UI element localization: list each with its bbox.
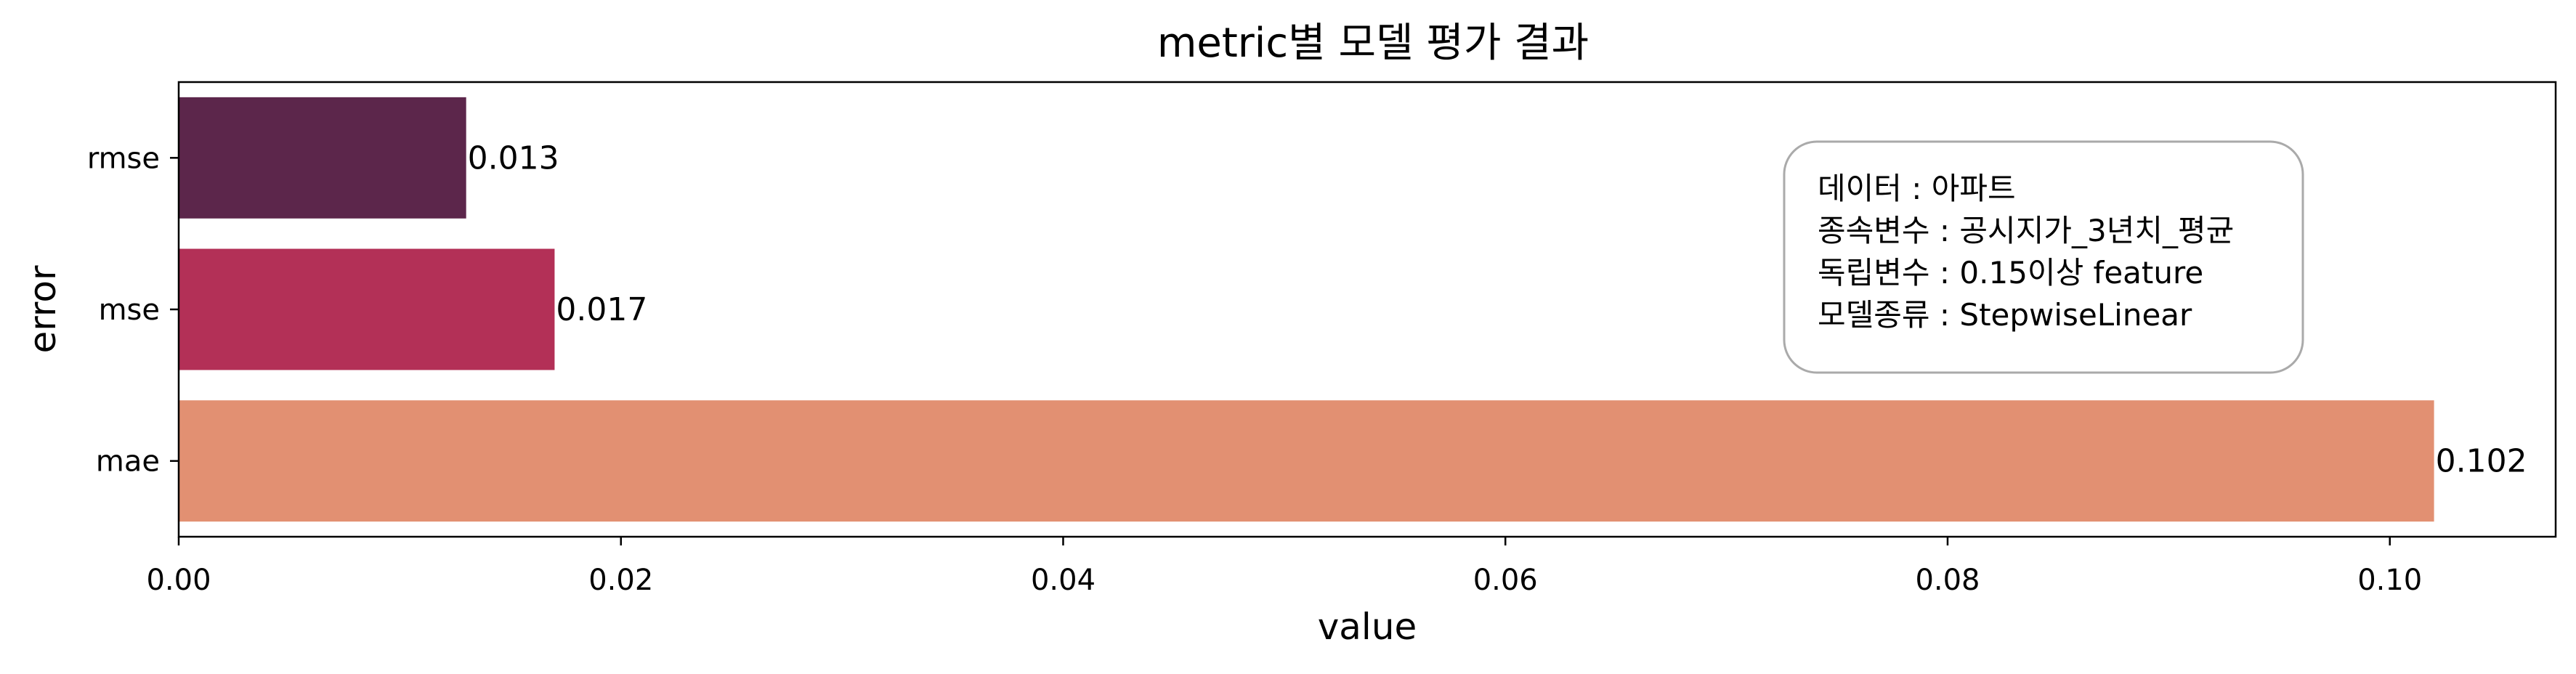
x-tick-label: 0.04 (1031, 564, 1095, 597)
annotation-box-frame (1783, 140, 2304, 374)
plot-frame (177, 81, 2557, 538)
x-axis-ticks: 0.00 0.02 0.04 0.06 0.08 0.10 (146, 537, 2422, 597)
x-axis-label: value (1318, 606, 1417, 648)
y-tick-label-rmse: rmse (87, 142, 160, 175)
value-label-rmse: 0.013 (468, 139, 559, 176)
annotation-line: 독립변수 : 0.15이상 feature (1818, 255, 2203, 291)
value-labels-group: 0.013 0.017 0.102 (468, 139, 2527, 479)
annotation-line: 데이터 : 아파트 (1818, 171, 2016, 206)
x-tick-label: 0.06 (1473, 564, 1538, 597)
bar-mse (179, 248, 555, 370)
value-label-mse: 0.017 (556, 291, 647, 328)
annotation-line: 종속변수 : 공시지가_3년치_평균 (1818, 213, 2234, 248)
x-tick-label: 0.10 (2357, 564, 2422, 597)
x-tick-label: 0.00 (146, 564, 211, 597)
annotation-box: 데이터 : 아파트 종속변수 : 공시지가_3년치_평균 독립변수 : 0.15… (1783, 140, 2304, 374)
bar-rmse (179, 97, 466, 219)
y-tick-label-mse: mse (99, 293, 160, 327)
y-axis-ticks: rmse mse mae (87, 142, 179, 479)
bar-mae (179, 400, 2434, 522)
annotation-line: 모델종류 : StepwiseLinear (1818, 297, 2192, 333)
chart-title: metric별 모델 평가 결과 (1157, 20, 1589, 67)
y-axis-label: error (22, 265, 64, 353)
x-tick-label: 0.02 (588, 564, 653, 597)
bars-group (179, 97, 2434, 522)
y-tick-label-mae: mae (96, 445, 160, 479)
x-tick-label: 0.08 (1915, 564, 1980, 597)
value-label-mae: 0.102 (2436, 443, 2527, 480)
